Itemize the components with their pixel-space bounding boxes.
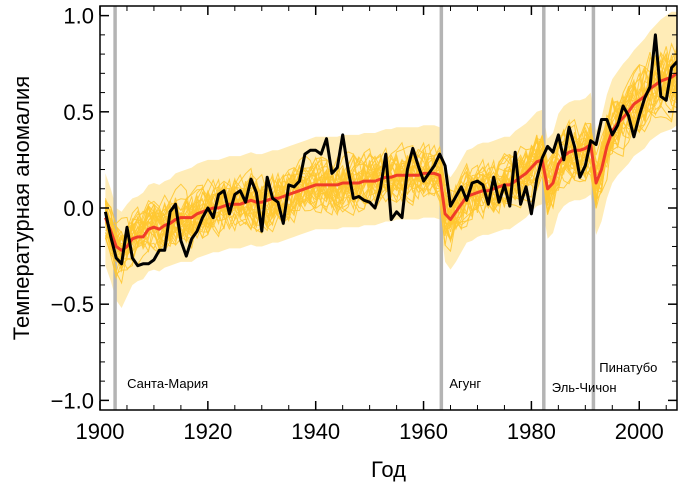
ensemble-run: [104, 52, 677, 273]
ensemble-mean-line: [104, 71, 677, 252]
x-tick-label: 1960: [399, 419, 448, 444]
x-tick-label: 1940: [291, 419, 340, 444]
x-tick-label: 1900: [76, 419, 125, 444]
axes-layer: [99, 5, 678, 411]
observed-line: [103, 33, 677, 268]
ensemble-run: [104, 51, 677, 248]
y-tick-label: 1.0: [63, 4, 94, 29]
eruption-label: Эль-Чичон: [552, 380, 617, 395]
labels-layer: 1900 1920 1940 1960 1980 2000 −1.0 −0.5 0.0 0.5 1.…: [51, 4, 664, 444]
ensemble-run: [104, 62, 677, 250]
y-tick-label: 0.0: [63, 196, 94, 221]
x-tick-label: 1920: [183, 419, 232, 444]
ensemble-envelope: [105, 11, 677, 308]
y-tick-label: −0.5: [51, 292, 94, 317]
eruption-label: Пинатубо: [599, 360, 657, 375]
y-axis-title: Температурная аномалия: [9, 76, 34, 340]
eruption-label: Санта-Мария: [127, 376, 208, 391]
x-tick-label: 2000: [615, 419, 664, 444]
eruption-label: Агунг: [449, 376, 481, 391]
eruption-lines: [113, 6, 596, 410]
series-layer: [103, 33, 677, 268]
y-tick-label: 0.5: [63, 100, 94, 125]
x-axis-title: Год: [371, 457, 406, 482]
y-tick-label: −1.0: [51, 388, 94, 413]
ensemble-band: [105, 11, 677, 308]
x-tick-label: 1980: [507, 419, 556, 444]
